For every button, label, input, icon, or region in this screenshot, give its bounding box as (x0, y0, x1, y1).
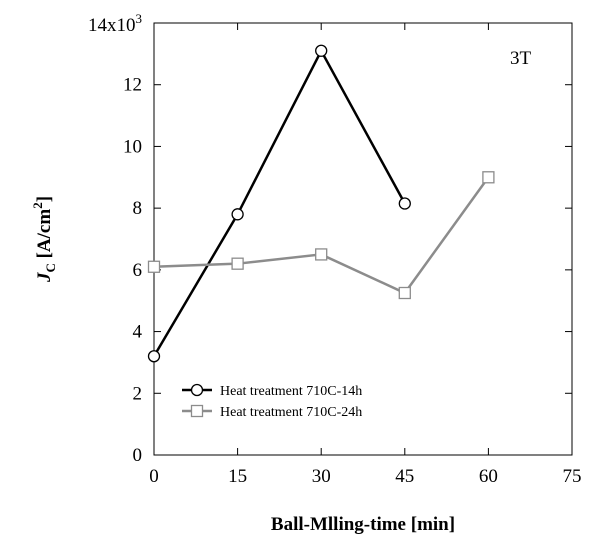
x-tick-label: 15 (228, 466, 247, 487)
y-tick-label: 0 (133, 445, 143, 466)
legend-label-series-1: Heat treatment 710C-14h (220, 384, 362, 399)
data-point-series-2 (315, 248, 328, 261)
x-tick-label: 75 (563, 466, 582, 487)
x-axis-title: Ball-Mlling-time [min] (271, 514, 455, 535)
tick-labels: 0 15 30 45 60 75 0 2 4 6 8 10 12 (123, 75, 582, 487)
data-point-series-2 (147, 260, 161, 273)
data-point-series-2 (398, 286, 411, 300)
field-annotation: 3T (510, 48, 532, 69)
y-tick-label: 4 (133, 322, 143, 343)
series-line-2 (153, 176, 490, 295)
y-tick-label: 2 (133, 383, 143, 404)
x-tick-label: 60 (479, 466, 498, 487)
data-point-series-1 (398, 197, 411, 210)
data-point-series-1 (315, 44, 328, 57)
x-tick-label: 30 (312, 466, 331, 487)
x-tick-label: 0 (149, 466, 159, 487)
y-tick-label: 10 (123, 136, 142, 157)
series-markers (147, 44, 495, 363)
legend-label-series-2: Heat treatment 710C-24h (220, 405, 362, 420)
y-multiplier-label: 14x103 (88, 11, 142, 36)
y-axis-title: JC [A/cm2] (30, 196, 58, 283)
x-tick-label: 45 (395, 466, 414, 487)
y-tick-label: 6 (133, 260, 143, 281)
data-point-series-2 (482, 171, 495, 184)
legend: Heat treatment 710C-14h Heat treatment 7… (182, 383, 362, 420)
legend-marker-square (190, 404, 204, 418)
axis-ticks (153, 22, 573, 456)
data-point-series-2 (231, 257, 244, 270)
y-tick-label: 8 (133, 198, 143, 219)
data-point-series-1 (231, 208, 244, 221)
series-lines (152, 48, 490, 357)
y-tick-label: 12 (123, 75, 142, 96)
series-line-1 (152, 48, 406, 357)
plot-area-frame (153, 22, 573, 456)
legend-marker-circle (190, 383, 204, 397)
data-point-series-1 (147, 350, 161, 363)
